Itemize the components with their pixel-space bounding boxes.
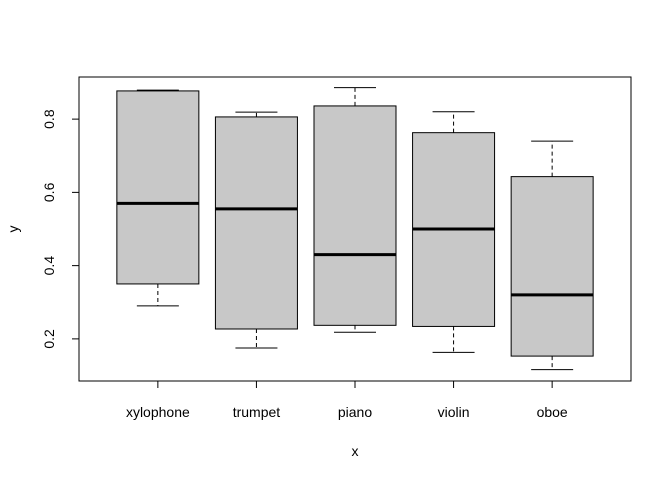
box-iqr	[116, 90, 200, 285]
boxes-group	[116, 87, 594, 371]
y-tick-label: 0.6	[41, 182, 57, 202]
box-iqr	[313, 105, 397, 326]
x-axis: xylophone trumpet piano violin oboe	[126, 381, 568, 420]
x-tick-label: piano	[338, 404, 372, 420]
x-tick-label: oboe	[537, 404, 568, 420]
box-oboe	[510, 140, 594, 371]
box-violin	[412, 111, 496, 353]
x-tick-label: trumpet	[233, 404, 281, 420]
box-iqr	[214, 116, 298, 330]
x-axis-label: x	[352, 443, 359, 459]
y-tick-label: 0.2	[41, 329, 57, 349]
box-iqr	[510, 176, 594, 357]
y-tick-label: 0.4	[41, 256, 57, 276]
x-tick-label: violin	[438, 404, 470, 420]
y-axis-label: y	[5, 226, 21, 233]
box-xylophone	[116, 89, 200, 307]
y-axis: 0.2 0.4 0.6 0.8	[41, 109, 79, 349]
box-trumpet	[214, 111, 298, 349]
x-tick-label: xylophone	[126, 404, 190, 420]
y-tick-label: 0.8	[41, 109, 57, 129]
box-piano	[313, 87, 397, 333]
